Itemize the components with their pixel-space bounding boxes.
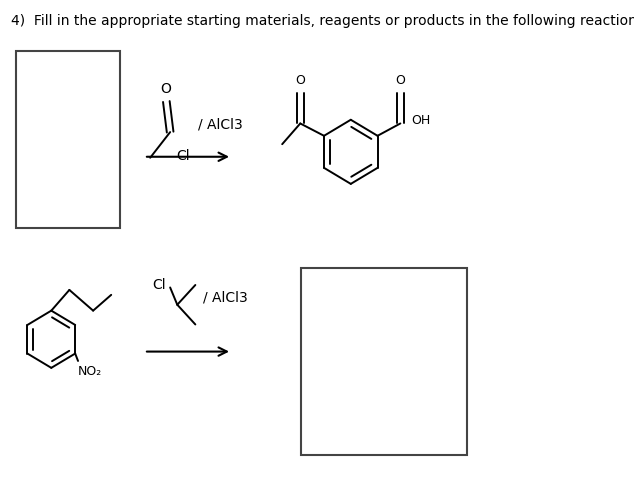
Text: Cl: Cl bbox=[176, 149, 190, 163]
Text: O: O bbox=[160, 82, 171, 96]
Bar bbox=[16, 51, 120, 228]
Text: 4)  Fill in the appropriate starting materials, reagents or products in the foll: 4) Fill in the appropriate starting mate… bbox=[11, 14, 634, 28]
Text: O: O bbox=[295, 74, 305, 87]
Text: / AlCl3: / AlCl3 bbox=[204, 290, 248, 305]
Bar bbox=[301, 268, 467, 455]
Text: OH: OH bbox=[411, 115, 430, 127]
Text: / AlCl3: / AlCl3 bbox=[198, 118, 242, 132]
Text: O: O bbox=[396, 74, 405, 87]
Text: NO₂: NO₂ bbox=[78, 365, 102, 378]
Text: Cl: Cl bbox=[152, 278, 165, 292]
